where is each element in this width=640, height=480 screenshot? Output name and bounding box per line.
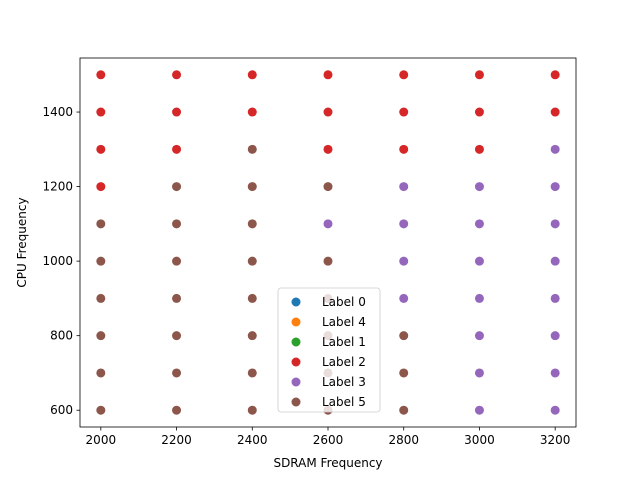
data-point	[172, 144, 182, 154]
data-point	[399, 107, 409, 117]
data-point	[550, 368, 560, 378]
data-point	[474, 219, 484, 229]
x-axis-label: SDRAM Frequency	[273, 456, 382, 470]
y-tick-label: 1200	[42, 180, 73, 194]
data-point	[323, 219, 333, 229]
legend-marker	[291, 397, 301, 407]
data-point	[399, 405, 409, 415]
data-point	[172, 331, 182, 341]
data-point	[550, 293, 560, 303]
data-point	[474, 293, 484, 303]
data-point	[172, 219, 182, 229]
data-point	[550, 256, 560, 266]
x-tick-label: 2400	[237, 433, 268, 447]
data-point	[550, 144, 560, 154]
data-point	[474, 144, 484, 154]
data-point	[399, 182, 409, 192]
data-point	[323, 256, 333, 266]
legend-label: Label 4	[322, 315, 366, 329]
data-point	[323, 144, 333, 154]
data-point	[96, 368, 106, 378]
data-point	[399, 368, 409, 378]
data-point	[399, 331, 409, 341]
y-tick-label: 1400	[42, 105, 73, 119]
x-tick-label: 2200	[161, 433, 192, 447]
data-point	[474, 182, 484, 192]
data-point	[399, 293, 409, 303]
data-point	[474, 331, 484, 341]
legend: Label 0 Label 4 Label 1 Label 2 Label 3 Label…	[277, 287, 381, 413]
data-point	[247, 107, 257, 117]
data-point	[247, 368, 257, 378]
data-point	[172, 368, 182, 378]
data-point	[323, 107, 333, 117]
legend-marker	[291, 377, 301, 387]
data-point	[247, 219, 257, 229]
data-point	[172, 256, 182, 266]
data-point	[247, 256, 257, 266]
data-point	[172, 405, 182, 415]
data-point	[399, 219, 409, 229]
y-tick-label: 600	[50, 403, 73, 417]
data-point	[323, 182, 333, 192]
legend-marker	[291, 337, 301, 347]
y-tick-label: 800	[50, 329, 73, 343]
legend-label: Label 0	[322, 295, 366, 309]
x-tick-label: 2000	[86, 433, 117, 447]
data-point	[172, 182, 182, 192]
data-point	[550, 182, 560, 192]
data-point	[247, 293, 257, 303]
legend-label: Label 5	[322, 395, 366, 409]
legend-box	[277, 287, 381, 413]
data-point	[474, 256, 484, 266]
legend-label: Label 3	[322, 375, 366, 389]
data-point	[96, 331, 106, 341]
legend-marker	[291, 317, 301, 327]
data-point	[399, 70, 409, 80]
data-point	[96, 219, 106, 229]
data-point	[550, 331, 560, 341]
data-point	[96, 293, 106, 303]
data-point	[474, 70, 484, 80]
data-point	[399, 256, 409, 266]
data-point	[172, 70, 182, 80]
x-tick-label: 3000	[464, 433, 495, 447]
data-point	[323, 70, 333, 80]
data-point	[96, 144, 106, 154]
data-point	[172, 293, 182, 303]
data-point	[550, 70, 560, 80]
x-tick-label: 3200	[540, 433, 571, 447]
data-point	[399, 144, 409, 154]
data-point	[247, 331, 257, 341]
data-point	[247, 405, 257, 415]
data-point	[474, 368, 484, 378]
data-point	[474, 405, 484, 415]
data-point	[172, 107, 182, 117]
legend-label: Label 1	[322, 335, 366, 349]
legend-label: Label 2	[322, 355, 366, 369]
x-tick-label: 2600	[313, 433, 344, 447]
data-point	[247, 70, 257, 80]
legend-marker	[291, 357, 301, 367]
data-point	[96, 256, 106, 266]
data-point	[96, 182, 106, 192]
x-tick-label: 2800	[388, 433, 419, 447]
data-point	[96, 70, 106, 80]
data-point	[96, 107, 106, 117]
data-point	[247, 182, 257, 192]
legend-marker	[291, 297, 301, 307]
axis-ticks: 2000 2200 2400 2600 2800 3000 3200 600 800 1000 12…	[42, 105, 570, 447]
data-points	[96, 70, 560, 415]
data-point	[247, 144, 257, 154]
data-point	[550, 107, 560, 117]
data-point	[550, 405, 560, 415]
data-point	[96, 405, 106, 415]
data-point	[474, 107, 484, 117]
y-tick-label: 1000	[42, 254, 73, 268]
y-axis-label: CPU Frequency	[15, 197, 29, 287]
data-point	[550, 219, 560, 229]
